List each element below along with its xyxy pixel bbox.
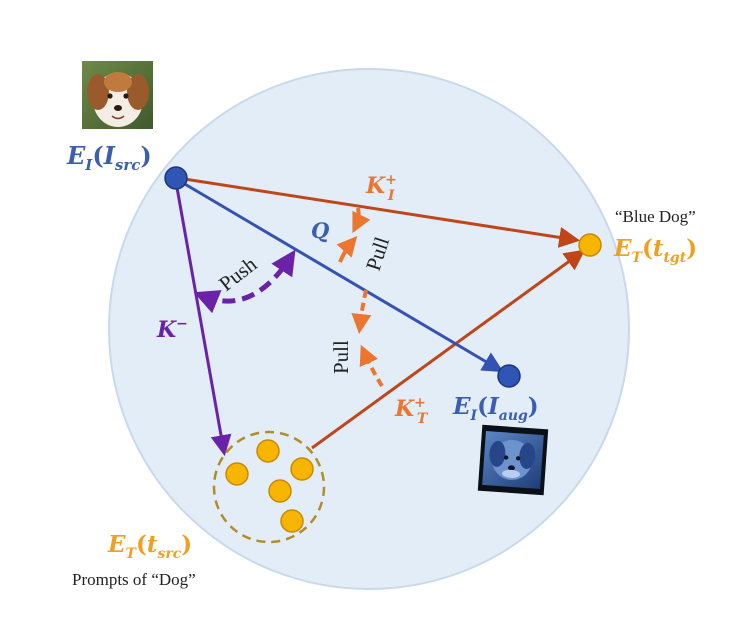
prompt-node (268, 479, 292, 503)
pull-top-arrow-lower (336, 235, 358, 263)
push-arrow (193, 249, 296, 314)
pull-bottom-label: Pull (329, 340, 353, 374)
et-tgt-label: ET(ttgt) (613, 235, 697, 266)
q-label: Q (311, 218, 329, 243)
k-t-plus-label: K+ T (394, 395, 429, 427)
ei-aug-label: EI(Iaug) (452, 393, 539, 424)
pull-top-arrow-upper (352, 207, 371, 234)
augmented-dog-image (477, 424, 549, 496)
k-t-plus-arrow (311, 249, 586, 450)
k-i-plus-arrow (177, 176, 581, 248)
q-arrow (177, 178, 504, 373)
prompt-node (225, 462, 249, 486)
src-image-node (164, 166, 188, 190)
source-dog-image (82, 61, 153, 129)
aug-image-node (497, 364, 521, 388)
pull-bottom-arrow-lower (359, 344, 384, 388)
prompt-cluster-ring (212, 430, 326, 544)
prompts-caption: Prompts of “Dog” (72, 570, 196, 589)
tgt-text-node (578, 233, 602, 257)
blue-dog-caption: “Blue Dog” (615, 207, 696, 226)
k-i-plus-label: K+ I (365, 172, 397, 204)
prompt-node (280, 509, 304, 533)
k-minus-arrow (174, 181, 232, 457)
prompt-node (256, 439, 280, 463)
k-minus-label: K− (156, 316, 188, 343)
prompt-nodes (225, 439, 314, 533)
pull-bottom-arrow-upper (351, 289, 372, 334)
prompt-node (290, 457, 314, 481)
et-src-label: ET(tsrc) (107, 531, 192, 562)
ei-src-label: EI(Isrc) (66, 141, 152, 174)
